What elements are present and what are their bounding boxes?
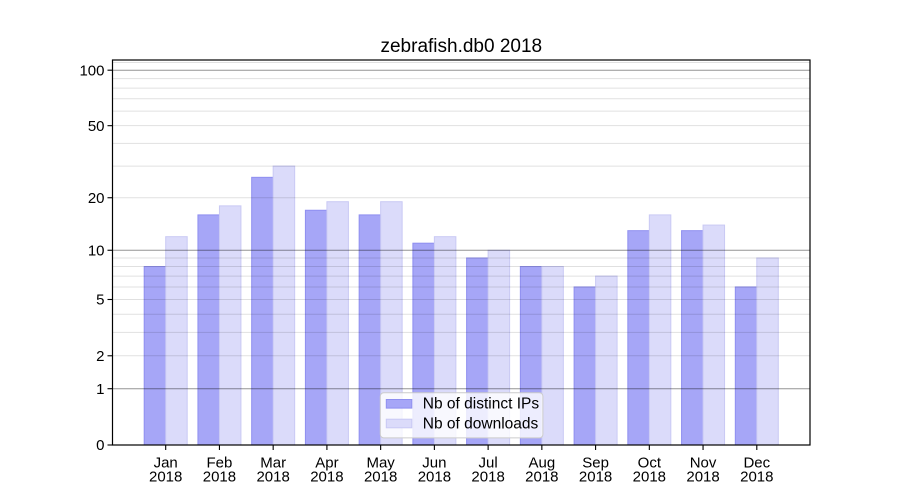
svg-text:2018: 2018	[310, 469, 343, 486]
svg-text:2018: 2018	[633, 469, 666, 486]
svg-text:Apr: Apr	[315, 455, 338, 472]
svg-text:2018: 2018	[203, 469, 236, 486]
svg-text:50: 50	[88, 118, 105, 135]
svg-text:zebrafish.db0 2018: zebrafish.db0 2018	[380, 36, 542, 57]
svg-text:Aug: Aug	[528, 455, 555, 472]
svg-text:2018: 2018	[256, 469, 289, 486]
svg-text:Sep: Sep	[582, 455, 609, 472]
svg-text:0: 0	[96, 437, 104, 454]
svg-text:Nov: Nov	[690, 455, 717, 472]
svg-text:2018: 2018	[471, 469, 504, 486]
svg-text:2018: 2018	[525, 469, 558, 486]
svg-text:Jul: Jul	[479, 455, 498, 472]
svg-text:2018: 2018	[149, 469, 182, 486]
svg-text:Mar: Mar	[260, 455, 286, 472]
svg-text:2018: 2018	[740, 469, 773, 486]
svg-text:20: 20	[88, 190, 105, 207]
svg-text:Dec: Dec	[743, 455, 770, 472]
svg-text:May: May	[366, 455, 395, 472]
svg-text:Jun: Jun	[422, 455, 446, 472]
svg-text:10: 10	[88, 242, 105, 259]
svg-text:Feb: Feb	[207, 455, 233, 472]
svg-text:Nb of downloads: Nb of downloads	[423, 415, 539, 432]
svg-text:2018: 2018	[364, 469, 397, 486]
svg-text:2018: 2018	[579, 469, 612, 486]
svg-text:2018: 2018	[418, 469, 451, 486]
svg-text:Nb of distinct IPs: Nb of distinct IPs	[423, 396, 540, 413]
svg-text:100: 100	[79, 62, 104, 79]
svg-text:1: 1	[96, 381, 104, 398]
svg-text:Jan: Jan	[154, 455, 178, 472]
svg-text:2: 2	[96, 348, 104, 365]
svg-text:Oct: Oct	[638, 455, 662, 472]
svg-text:5: 5	[96, 292, 104, 309]
svg-text:2018: 2018	[686, 469, 719, 486]
